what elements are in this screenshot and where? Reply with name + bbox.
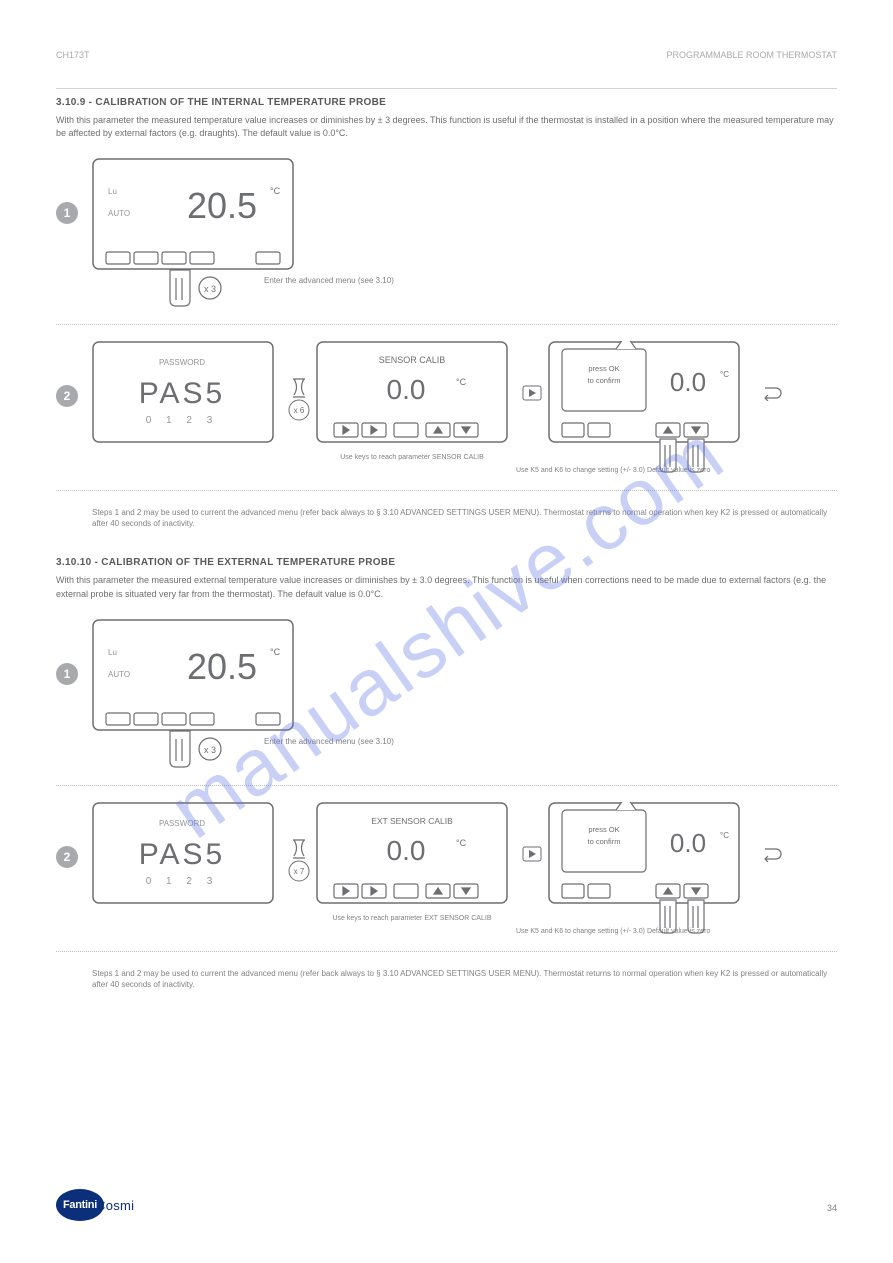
panel-calib: SENSOR CALIB 0.0 °C Use keys to reach pa… (316, 341, 516, 461)
svg-text:0 1 2 3: 0 1 2 3 (146, 876, 219, 887)
svg-text:x 3: x 3 (204, 284, 216, 294)
hourglass-icon (290, 377, 308, 399)
circle-count-b: x 7 (288, 860, 310, 882)
svg-text:Lu: Lu (108, 648, 117, 657)
panel-confirm: press OK to confirm 0.0 °C (548, 341, 758, 481)
svg-text:PASSWORD: PASSWORD (159, 819, 205, 828)
brand-logo: Fantini Cosmi (56, 1189, 134, 1221)
s1-after: Steps 1 and 2 may be used to current the… (92, 507, 837, 529)
svg-text:EXT SENSOR CALIB: EXT SENSOR CALIB (371, 816, 453, 826)
step-num-1: 1 (56, 202, 78, 224)
s2-after: Steps 1 and 2 may be used to current the… (92, 968, 837, 990)
step-num-2b: 2 (56, 846, 78, 868)
step1b-caption: Enter the advanced menu (see 3.10) (264, 737, 394, 746)
svg-text:0.0: 0.0 (670, 367, 706, 397)
header-right: PROGRAMMABLE ROOM THERMOSTAT (666, 50, 837, 60)
step1-caption: Enter the advanced menu (see 3.10) (264, 276, 394, 285)
section-1: 3.10.9 - CALIBRATION OF THE INTERNAL TEM… (56, 97, 837, 529)
svg-text:press OK: press OK (588, 364, 619, 373)
panel-confirm-b: press OK to confirm 0.0 °C (548, 802, 758, 942)
svg-text:0.0: 0.0 (670, 828, 706, 858)
panel-pass-b: PASSWORD PAS5 0 1 2 3 (92, 802, 282, 922)
svg-text:PAS5: PAS5 (139, 377, 226, 410)
header-rule (56, 88, 837, 89)
svg-text:AUTO: AUTO (108, 209, 130, 218)
section-2-title: 3.10.10 - CALIBRATION OF THE EXTERNAL TE… (56, 557, 837, 568)
svg-text:°C: °C (720, 370, 729, 379)
step-num-2: 2 (56, 385, 78, 407)
s2-step1: 1 20.5 °C Lu AUTO x 3 Enter the (56, 619, 837, 769)
return-icon-b (762, 846, 782, 862)
svg-text:x 7: x 7 (294, 867, 305, 876)
svg-text:0 1 2 3: 0 1 2 3 (146, 415, 219, 426)
svg-text:x 6: x 6 (294, 406, 305, 415)
header-left: CH173T (56, 50, 90, 60)
play-icon-b (522, 846, 542, 864)
section-1-desc: With this parameter the measured tempera… (56, 114, 837, 140)
s2-step2: 2 PASSWORD PAS5 0 1 2 3 x 7 EXT SENSOR C… (56, 802, 837, 942)
svg-text:0.0: 0.0 (387, 835, 426, 866)
svg-text:to confirm: to confirm (588, 376, 621, 385)
device-screen-2: 20.5 °C Lu AUTO x 3 (92, 619, 312, 769)
return-icon (762, 385, 782, 401)
svg-text:°C: °C (720, 831, 729, 840)
svg-text:°C: °C (456, 838, 467, 848)
section-1-title: 3.10.9 - CALIBRATION OF THE INTERNAL TEM… (56, 97, 837, 108)
big-temp: 20.5 (187, 185, 257, 226)
svg-text:°C: °C (270, 647, 281, 657)
logo-text: Cosmi (96, 1198, 134, 1213)
svg-text:to confirm: to confirm (588, 837, 621, 846)
section-2-desc: With this parameter the measured externa… (56, 574, 837, 600)
device-screen-1: 20.5 °C Lu AUTO x 3 (92, 158, 312, 308)
play-icon (522, 385, 542, 403)
s1-step1: 1 20.5 °C Lu AUTO x 3 (56, 158, 837, 308)
step-num-1b: 1 (56, 663, 78, 685)
svg-text:x 3: x 3 (204, 745, 216, 755)
svg-text:PAS5: PAS5 (139, 838, 226, 871)
svg-text:Use keys to reach parameter EX: Use keys to reach parameter EXT SENSOR C… (333, 915, 492, 922)
panel-pass: PASSWORD PAS5 0 1 2 3 (92, 341, 282, 461)
hourglass-icon-b (290, 838, 308, 860)
svg-text:press OK: press OK (588, 825, 619, 834)
svg-text:0.0: 0.0 (387, 374, 426, 405)
panel-calib-b: EXT SENSOR CALIB 0.0 °C Use keys to reac… (316, 802, 516, 922)
svg-text:Lu: Lu (108, 187, 117, 196)
section-2: 3.10.10 - CALIBRATION OF THE EXTERNAL TE… (56, 557, 837, 989)
svg-text:SENSOR CALIB: SENSOR CALIB (379, 355, 446, 365)
page-number: 34 (827, 1203, 837, 1213)
circle-count: x 6 (288, 399, 310, 421)
svg-text:PASSWORD: PASSWORD (159, 358, 205, 367)
svg-text:°C: °C (270, 186, 281, 196)
svg-text:AUTO: AUTO (108, 670, 130, 679)
svg-text:°C: °C (456, 377, 467, 387)
svg-text:Use keys to reach parameter SE: Use keys to reach parameter SENSOR CALIB (340, 454, 484, 461)
s1-step2: 2 PASSWORD PAS5 0 1 2 3 x 6 SENSOR CALIB… (56, 341, 837, 481)
svg-text:20.5: 20.5 (187, 646, 257, 687)
